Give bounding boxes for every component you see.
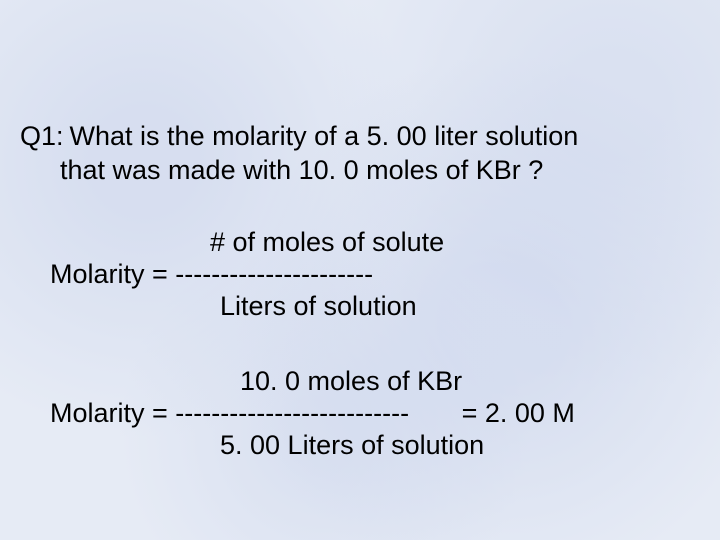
- formula-mid: Molarity = ----------------------: [50, 258, 700, 290]
- calc-mid: Molarity = -------------------------- = …: [50, 397, 700, 429]
- calc-numerator: 10. 0 moles of KBr: [50, 365, 700, 397]
- molarity-formula: # of moles of solute Molarity = --------…: [50, 226, 700, 323]
- question-line2: that was made with 10. 0 moles of KBr ?: [20, 154, 700, 188]
- question-line1: What is the molarity of a 5. 00 liter so…: [70, 121, 579, 151]
- slide-content: Q1:What is the molarity of a 5. 00 liter…: [0, 0, 720, 540]
- molarity-calculation: 10. 0 moles of KBr Molarity = ----------…: [50, 365, 700, 462]
- formula-numerator: # of moles of solute: [50, 226, 700, 258]
- calc-denominator: 5. 00 Liters of solution: [50, 429, 700, 461]
- question-label: Q1:: [20, 121, 64, 151]
- question-text: Q1:What is the molarity of a 5. 00 liter…: [20, 120, 700, 188]
- formula-denominator: Liters of solution: [50, 290, 700, 322]
- calc-result: = 2. 00 M: [462, 398, 575, 428]
